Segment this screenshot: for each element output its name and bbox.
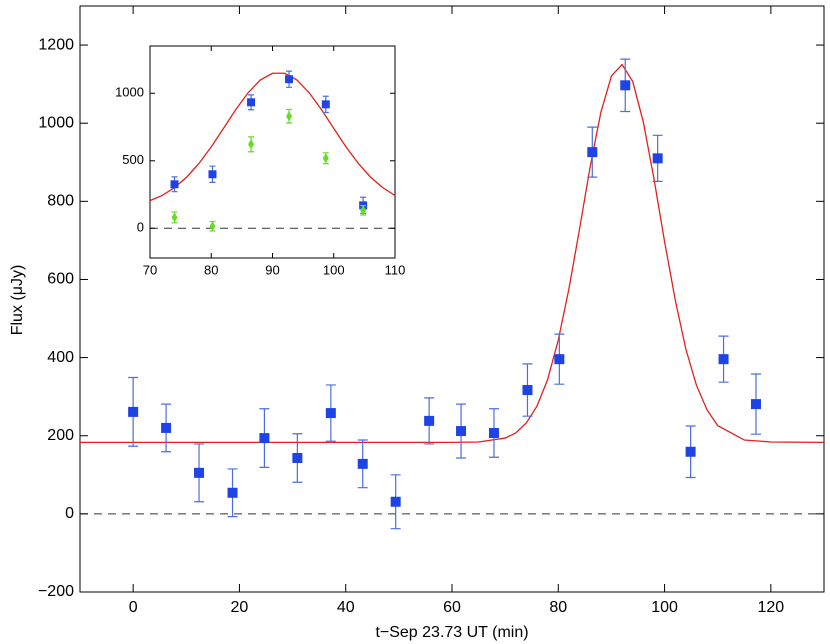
data-point	[522, 385, 533, 396]
plot-area	[149, 45, 396, 259]
y-tick-label: 1000	[38, 114, 74, 131]
y-tick-label: 400	[47, 349, 74, 366]
x-tick-label: 60	[443, 599, 461, 616]
data-point	[171, 212, 178, 223]
y-tick-label: 500	[122, 152, 144, 167]
plot-content	[80, 58, 824, 530]
inset-plot: 70 80 90 100 110 0 500 1000	[115, 45, 406, 277]
data-point	[718, 354, 729, 365]
x-tick-label: 20	[231, 599, 249, 616]
data-point	[488, 427, 499, 438]
model-curve	[80, 63, 824, 444]
x-tick-label: 110	[385, 262, 406, 277]
x-tick-label: 100	[323, 262, 345, 277]
data-point	[161, 422, 172, 433]
y-tick-label: 0	[65, 505, 74, 522]
data-point	[321, 100, 330, 109]
data-point	[286, 111, 293, 122]
y-tick-label: 200	[47, 427, 74, 444]
data-point	[357, 458, 368, 469]
data-point	[750, 399, 761, 410]
plot-content	[150, 70, 395, 232]
y-tick-label: 0	[137, 220, 144, 235]
data-point	[685, 446, 696, 457]
data-point	[390, 496, 401, 507]
x-tick-label: 100	[651, 599, 678, 616]
x-tick-label: 90	[265, 262, 279, 277]
data-point	[325, 408, 336, 419]
x-tick-label: 80	[549, 599, 567, 616]
model-curve	[150, 72, 395, 202]
y-tick-label: 600	[47, 271, 74, 288]
data-point	[227, 487, 238, 498]
data-point	[652, 153, 663, 164]
data-point	[424, 415, 435, 426]
data-point	[208, 170, 217, 179]
y-tick-label: −200	[38, 583, 74, 600]
x-tick-label: 40	[337, 599, 355, 616]
x-tick-label: 120	[758, 599, 785, 616]
y-tick-label: 1000	[115, 85, 144, 100]
data-point	[456, 426, 467, 437]
x-tick-label: 0	[129, 599, 138, 616]
data-point	[247, 98, 256, 107]
data-point	[128, 406, 139, 417]
data-point	[209, 221, 216, 232]
x-tick-label: 80	[204, 262, 218, 277]
y-tick-label: 1200	[38, 36, 74, 53]
data-point	[285, 75, 294, 84]
data-point	[322, 153, 329, 164]
data-point	[360, 205, 367, 216]
x-tick-label: 70	[143, 262, 157, 277]
data-point	[587, 147, 598, 158]
data-point	[194, 467, 205, 478]
data-point	[554, 354, 565, 365]
y-axis-label: Flux (μJy)	[9, 265, 26, 336]
data-point	[170, 180, 179, 189]
data-point	[620, 80, 631, 91]
x-axis-label: t−Sep 23.73 UT (min)	[375, 624, 528, 641]
data-point	[259, 433, 270, 444]
data-point	[292, 453, 303, 464]
data-point	[248, 139, 255, 150]
y-tick-label: 800	[47, 193, 74, 210]
